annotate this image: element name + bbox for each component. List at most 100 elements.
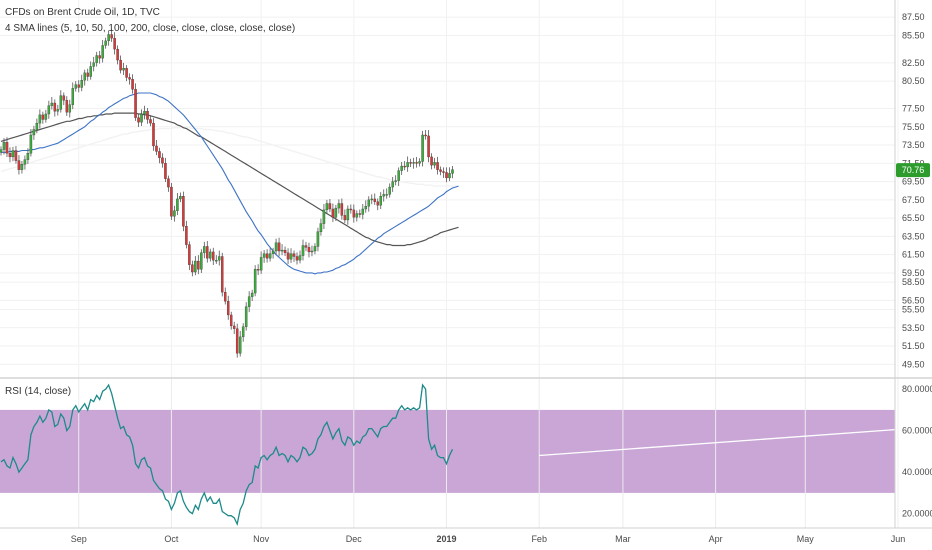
chart-title[interactable]: CFDs on Brent Crude Oil, 1D, TVC	[5, 7, 160, 18]
price-tick-label: 77.50	[902, 103, 925, 113]
candle-body-down	[188, 244, 191, 265]
candle	[232, 321, 236, 335]
candle	[143, 105, 146, 120]
candle-body-up	[50, 102, 54, 106]
candle-body-up	[262, 253, 266, 258]
candle	[310, 245, 314, 257]
candle-body-down	[113, 37, 116, 50]
candle	[319, 218, 323, 236]
candle	[209, 248, 212, 262]
candle-body-up	[388, 186, 391, 195]
sma50-line	[1, 92, 459, 275]
candle-body-down	[376, 201, 379, 206]
candle-body-down	[221, 256, 224, 293]
candle-body-down	[125, 68, 128, 78]
rsi-pane[interactable]	[0, 379, 899, 528]
candle	[221, 252, 224, 297]
candle-body-up	[391, 181, 394, 188]
candle-body-down	[149, 119, 152, 124]
candle-body-up	[23, 159, 27, 165]
candle-body-up	[247, 296, 251, 307]
candle	[253, 265, 257, 297]
candle-body-up	[250, 292, 254, 297]
candle	[188, 241, 191, 271]
candle-body-up	[364, 206, 368, 210]
candle	[292, 250, 296, 262]
rsi-indicator-legend[interactable]: RSI (14, close)	[5, 386, 71, 397]
candle	[50, 97, 54, 110]
candle-body-down	[185, 226, 188, 245]
candle	[307, 242, 311, 258]
candle	[215, 255, 218, 264]
candle	[322, 203, 326, 229]
candle	[77, 80, 80, 93]
candle-body-up	[56, 109, 60, 112]
candle	[256, 264, 260, 276]
candle-body-up	[104, 40, 107, 46]
time-tick-label: Nov	[253, 534, 270, 544]
candle	[430, 153, 433, 170]
candle	[137, 113, 140, 128]
candle-body-up	[44, 113, 48, 120]
price-tick-label: 59.50	[902, 268, 925, 278]
candle-body-up	[451, 169, 454, 174]
sma100-path	[0, 112, 459, 247]
candle	[206, 240, 209, 263]
price-tick-label: 73.50	[902, 140, 925, 150]
candle	[346, 205, 350, 225]
candle-body-up	[95, 55, 98, 63]
candle-body-down	[86, 72, 89, 77]
rsi-trendline-path	[539, 428, 896, 457]
rsi-grid	[78, 379, 899, 528]
candle-body-up	[74, 84, 78, 89]
price-tick-label: 55.50	[902, 304, 925, 314]
time-axis[interactable]: Sep Oct Nov Dec 2019 Feb Mar Apr May Jun	[71, 534, 906, 544]
candle	[167, 175, 170, 192]
candle-body-down	[439, 169, 442, 172]
candle	[152, 118, 155, 151]
candle-body-up	[244, 306, 248, 327]
candle	[11, 146, 15, 162]
candle	[218, 250, 221, 266]
candle	[289, 248, 293, 263]
candle	[337, 199, 341, 214]
candle	[445, 167, 448, 183]
candle-body-down	[158, 151, 161, 158]
candle-body-down	[328, 203, 332, 210]
candle	[128, 73, 131, 85]
candle	[158, 147, 161, 164]
rsi-axis[interactable]: 80.0000 60.0000 40.0000 20.0000	[902, 384, 932, 518]
candle	[122, 62, 125, 75]
candle	[352, 204, 356, 223]
candle-body-up	[412, 162, 415, 164]
candle-body-down	[152, 122, 155, 147]
candle-body-up	[209, 251, 212, 259]
candle	[98, 50, 101, 64]
candle	[439, 166, 442, 176]
candle-body-down	[343, 215, 347, 221]
candle-body-up	[32, 129, 36, 136]
sma-indicator-legend[interactable]: 4 SMA lines (5, 10, 50, 100, 200, close,…	[5, 23, 295, 34]
candle-body-up	[238, 336, 242, 354]
candle	[170, 182, 173, 221]
candle	[436, 156, 439, 175]
candle	[38, 109, 42, 129]
rsi-trendline[interactable]	[539, 428, 896, 457]
candle-body-down	[137, 117, 140, 123]
candle	[385, 188, 388, 199]
candle-body-down	[427, 135, 430, 158]
candle	[44, 109, 48, 123]
candle	[29, 129, 33, 157]
candle	[26, 148, 30, 164]
candle-body-down	[424, 134, 427, 137]
candle-body-up	[203, 246, 206, 253]
candle	[161, 153, 164, 168]
candle-body-up	[200, 252, 203, 270]
candle-body-down	[167, 178, 170, 188]
candle	[343, 209, 347, 224]
price-pane[interactable]	[0, 0, 899, 378]
candle-body-up	[355, 213, 359, 218]
candle	[80, 74, 83, 92]
candle	[394, 175, 397, 186]
candle-body-up	[301, 245, 305, 256]
